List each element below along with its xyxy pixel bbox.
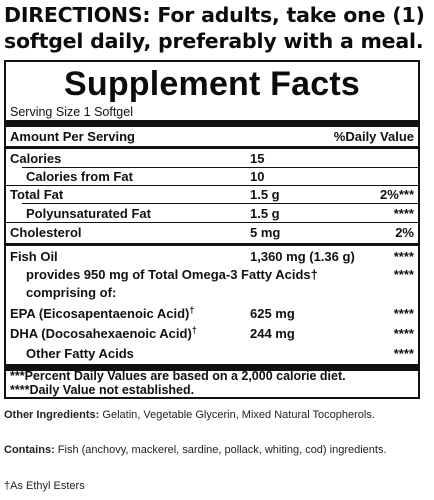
thick-divider bbox=[6, 120, 418, 127]
supplement-facts-panel: Supplement Facts Serving Size 1 Softgel … bbox=[4, 60, 420, 399]
contains-label: Contains: bbox=[4, 444, 55, 456]
omega3-label: provides 950 mg of Total Omega-3 Fatty A… bbox=[26, 267, 311, 282]
row-name: Total Fat bbox=[10, 187, 64, 202]
row-dv: 2%*** bbox=[380, 187, 414, 202]
row-amount: 1.5 g bbox=[250, 206, 280, 221]
contains-text: Fish (anchovy, mackerel, sardine, pollac… bbox=[54, 444, 387, 456]
row-divider bbox=[6, 185, 418, 186]
epa-label: EPA (Eicosapentaenoic Acid) bbox=[10, 306, 190, 321]
row-divider bbox=[22, 203, 418, 204]
row-fish-oil: Fish Oil 1,360 mg (1.36 g) **** bbox=[6, 248, 418, 265]
row-amount: 1.5 g bbox=[250, 187, 280, 202]
row-cholesterol: Cholesterol 5 mg 2% bbox=[6, 224, 418, 241]
row-dv: 2% bbox=[395, 225, 414, 240]
row-name: Other Fatty Acids bbox=[26, 346, 134, 361]
section-divider bbox=[6, 243, 418, 246]
directions-text: DIRECTIONS: For adults, take one (1) sof… bbox=[4, 2, 432, 54]
row-name: Fish Oil bbox=[10, 249, 58, 264]
row-name: EPA (Eicosapentaenoic Acid)† bbox=[10, 305, 194, 322]
dagger-mark: † bbox=[189, 305, 195, 315]
row-amount: 10 bbox=[250, 169, 265, 184]
row-name: Calories from Fat bbox=[26, 169, 133, 184]
dagger-mark: † bbox=[191, 325, 197, 335]
directions-line-2: softgel daily, preferably with a meal. bbox=[4, 29, 424, 53]
row-dv: **** bbox=[393, 206, 414, 221]
row-dha: DHA (Docosahexaenoic Acid)† 244 mg **** bbox=[6, 325, 418, 342]
header-divider bbox=[6, 146, 418, 149]
row-name: DHA (Docosahexaenoic Acid)† bbox=[10, 325, 197, 342]
footnote-dv-not-established: ****Daily Value not established. bbox=[10, 383, 195, 397]
row-name: provides 950 mg of Total Omega-3 Fatty A… bbox=[26, 266, 318, 283]
row-name: Calories bbox=[10, 151, 62, 166]
footnote-percent-dv: ***Percent Daily Values are based on a 2… bbox=[10, 369, 346, 383]
row-dv: **** bbox=[393, 326, 414, 341]
other-ingredients-text: Gelatin, Vegetable Glycerin, Mixed Natur… bbox=[99, 409, 375, 421]
row-polyunsaturated-fat: Polyunsaturated Fat 1.5 g **** bbox=[6, 205, 418, 222]
row-amount: 5 mg bbox=[250, 225, 281, 240]
amount-per-serving-header: Amount Per Serving bbox=[10, 129, 135, 144]
row-dv: **** bbox=[393, 267, 414, 282]
row-amount: 244 mg bbox=[250, 326, 295, 341]
row-name: Cholesterol bbox=[10, 225, 82, 240]
row-amount: 1,360 mg (1.36 g) bbox=[250, 249, 355, 264]
row-total-fat: Total Fat 1.5 g 2%*** bbox=[6, 186, 418, 203]
row-calories: Calories 15 bbox=[6, 150, 418, 167]
row-other-fatty-acids: Other Fatty Acids **** bbox=[6, 345, 418, 362]
thick-divider bbox=[6, 364, 418, 371]
other-ingredients: Other Ingredients: Gelatin, Vegetable Gl… bbox=[4, 408, 428, 423]
dha-label: DHA (Docosahexaenoic Acid) bbox=[10, 326, 192, 341]
header-row: Amount Per Serving %Daily Value bbox=[6, 128, 418, 145]
row-omega-3: provides 950 mg of Total Omega-3 Fatty A… bbox=[6, 266, 418, 283]
row-dv: **** bbox=[393, 306, 414, 321]
row-dv: **** bbox=[393, 249, 414, 264]
row-calories-from-fat: Calories from Fat 10 bbox=[6, 168, 418, 185]
contains-statement: Contains: Fish (anchovy, mackerel, sardi… bbox=[4, 443, 428, 458]
serving-size: Serving Size 1 Softgel bbox=[10, 105, 133, 119]
row-dv: **** bbox=[393, 346, 414, 361]
row-divider bbox=[6, 222, 418, 223]
row-divider bbox=[22, 167, 418, 168]
dagger-mark: † bbox=[310, 267, 318, 282]
row-amount: 15 bbox=[250, 151, 265, 166]
facts-title: Supplement Facts bbox=[63, 65, 361, 103]
row-epa: EPA (Eicosapentaenoic Acid)† 625 mg **** bbox=[6, 305, 418, 322]
row-name: Polyunsaturated Fat bbox=[26, 206, 151, 221]
row-comprising: comprising of: bbox=[6, 284, 418, 301]
other-ingredients-label: Other Ingredients: bbox=[4, 409, 100, 421]
directions-line-1: DIRECTIONS: For adults, take one (1) bbox=[4, 3, 425, 27]
daily-value-header: %Daily Value bbox=[333, 129, 414, 144]
row-name: comprising of: bbox=[26, 285, 117, 300]
row-amount: 625 mg bbox=[250, 306, 295, 321]
ethyl-esters-note: †As Ethyl Esters bbox=[4, 480, 85, 492]
